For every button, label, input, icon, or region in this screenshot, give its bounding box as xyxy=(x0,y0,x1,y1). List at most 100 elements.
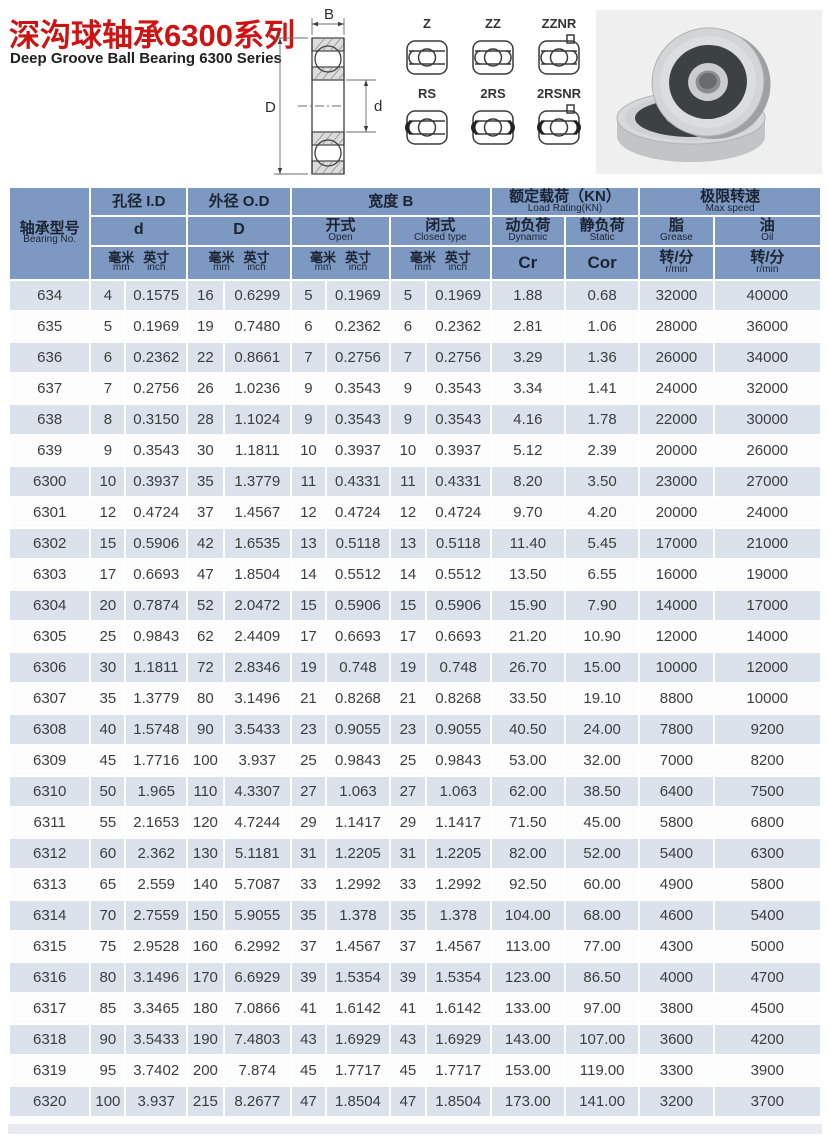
dim-label-d: d xyxy=(374,98,382,115)
value-cell: 2.81 xyxy=(491,311,564,341)
value-cell: 7 xyxy=(291,342,325,372)
bearing-no-cell: 6310 xyxy=(10,776,90,806)
value-cell: 14000 xyxy=(714,621,820,651)
value-cell: 15.90 xyxy=(491,590,564,620)
value-cell: 35 xyxy=(391,900,425,930)
value-cell: 10000 xyxy=(714,683,820,713)
value-cell: 1.5354 xyxy=(426,962,490,992)
col-oil-speed: 油 Oil xyxy=(714,217,820,245)
value-cell: 1.063 xyxy=(426,776,490,806)
table-row: 634 4 0.1575 16 0.6299 5 0.1969 5 0.1969 1.88 0.68… xyxy=(10,280,820,310)
value-cell: 0.748 xyxy=(326,652,390,682)
table-row: 6312 60 2.362 130 5.1181 31 1.2205 31 1.2205 82.0… xyxy=(10,838,820,868)
value-cell: 19 xyxy=(391,652,425,682)
value-cell: 173.00 xyxy=(491,1086,564,1116)
col-bearing-no-cn: 轴承型号 xyxy=(19,219,80,237)
value-cell: 12 xyxy=(291,497,325,527)
table-row: 6313 65 2.559 140 5.7087 33 1.2992 33 1.2992 92.5… xyxy=(10,869,820,899)
value-cell: 123.00 xyxy=(491,962,564,992)
value-cell: 1.5354 xyxy=(326,962,390,992)
seal-label: ZZNR xyxy=(541,16,577,31)
value-cell: 3700 xyxy=(714,1086,820,1116)
value-cell: 85 xyxy=(91,993,125,1023)
value-cell: 15 xyxy=(91,528,125,558)
value-cell: 1.8504 xyxy=(426,1086,490,1116)
value-cell: 1.6142 xyxy=(326,993,390,1023)
value-cell: 150 xyxy=(188,900,223,930)
seal-label: 2RS xyxy=(480,86,506,101)
col-group-width: 宽度 B xyxy=(291,188,490,216)
value-cell: 6300 xyxy=(714,838,820,868)
value-cell: 3.3465 xyxy=(126,993,187,1023)
col-units-outer: 毫米 mm 英寸 inch xyxy=(188,246,290,279)
bottom-strip xyxy=(8,1123,822,1134)
value-cell: 1.8504 xyxy=(326,1086,390,1116)
table-row: 636 6 0.2362 22 0.8661 7 0.2756 7 0.2756 3.29 1.36… xyxy=(10,342,820,372)
table-row: 6310 50 1.965 110 4.3307 27 1.063 27 1.063 62.00 3… xyxy=(10,776,820,806)
bearing-no-cell: 637 xyxy=(10,373,90,403)
value-cell: 8 xyxy=(91,404,125,434)
value-cell: 0.8268 xyxy=(426,683,490,713)
value-cell: 1.5748 xyxy=(126,714,187,744)
value-cell: 92.50 xyxy=(491,869,564,899)
value-cell: 104.00 xyxy=(491,900,564,930)
value-cell: 40000 xyxy=(714,280,820,310)
value-cell: 6.2992 xyxy=(224,931,290,961)
value-cell: 26 xyxy=(188,373,223,403)
value-cell: 8.20 xyxy=(491,466,564,496)
value-cell: 35 xyxy=(188,466,223,496)
value-cell: 2.4409 xyxy=(224,621,290,651)
value-cell: 62 xyxy=(188,621,223,651)
col-closed-type: 闭式 Closed type xyxy=(391,217,490,245)
value-cell: 10 xyxy=(391,435,425,465)
value-cell: 45.00 xyxy=(565,807,639,837)
value-cell: 0.3543 xyxy=(126,435,187,465)
value-cell: 1.965 xyxy=(126,776,187,806)
bearing-no-cell: 6308 xyxy=(10,714,90,744)
value-cell: 3.50 xyxy=(565,466,639,496)
value-cell: 6 xyxy=(391,311,425,341)
value-cell: 26000 xyxy=(640,342,713,372)
col-units-closed: 毫米 mm 英寸 inch xyxy=(391,246,490,279)
value-cell: 15 xyxy=(391,590,425,620)
value-cell: 0.9843 xyxy=(326,745,390,775)
value-cell: 30000 xyxy=(714,404,820,434)
value-cell: 35 xyxy=(91,683,125,713)
value-cell: 16000 xyxy=(640,559,713,589)
bearing-no-cell: 6318 xyxy=(10,1024,90,1054)
value-cell: 1.4567 xyxy=(326,931,390,961)
value-cell: 17000 xyxy=(714,590,820,620)
value-cell: 13.50 xyxy=(491,559,564,589)
value-cell: 9 xyxy=(91,435,125,465)
value-cell: 4.20 xyxy=(565,497,639,527)
value-cell: 5400 xyxy=(714,900,820,930)
col-static-load: 静负荷 Static xyxy=(565,217,639,245)
value-cell: 1.1811 xyxy=(224,435,290,465)
value-cell: 7.874 xyxy=(224,1055,290,1085)
value-cell: 7.90 xyxy=(565,590,639,620)
dim-label-D: D xyxy=(265,99,276,116)
value-cell: 30 xyxy=(188,435,223,465)
value-cell: 1.7717 xyxy=(326,1055,390,1085)
value-cell: 41 xyxy=(291,993,325,1023)
value-cell: 0.5512 xyxy=(326,559,390,589)
value-cell: 0.5118 xyxy=(426,528,490,558)
value-cell: 0.5118 xyxy=(326,528,390,558)
value-cell: 43 xyxy=(391,1024,425,1054)
value-cell: 6400 xyxy=(640,776,713,806)
table-row: 637 7 0.2756 26 1.0236 9 0.3543 9 0.3543 3.34 1.41… xyxy=(10,373,820,403)
value-cell: 1.4567 xyxy=(426,931,490,961)
value-cell: 1.78 xyxy=(565,404,639,434)
value-cell: 130 xyxy=(188,838,223,868)
bearing-no-cell: 6300 xyxy=(10,466,90,496)
col-dynamic-load: 动负荷 Dynamic xyxy=(491,217,564,245)
seal-label: ZZ xyxy=(485,16,501,31)
value-cell: 1.0236 xyxy=(224,373,290,403)
table-body: 634 4 0.1575 16 0.6299 5 0.1969 5 0.1969 1.88 0.68… xyxy=(10,280,820,1116)
bearing-cross-section-icon: B D d xyxy=(265,6,382,175)
value-cell: 75 xyxy=(91,931,125,961)
value-cell: 4 xyxy=(91,280,125,310)
bearing-no-cell: 635 xyxy=(10,311,90,341)
value-cell: 1.41 xyxy=(565,373,639,403)
table-row: 6304 20 0.7874 52 2.0472 15 0.5906 15 0.5906 15.9… xyxy=(10,590,820,620)
